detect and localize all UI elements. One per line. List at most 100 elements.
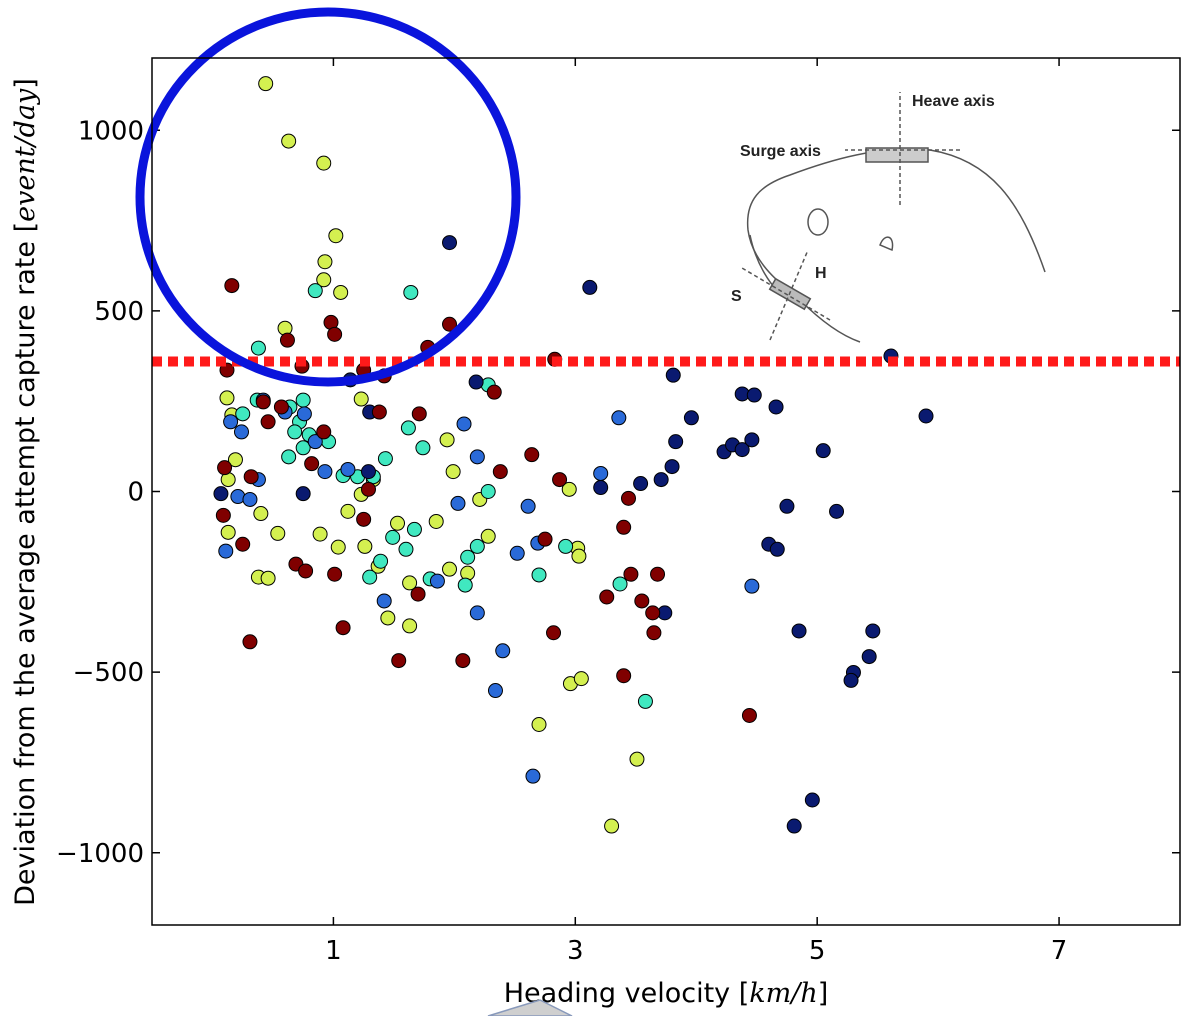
scatter-point — [537, 531, 553, 547]
scatter-point — [455, 653, 471, 669]
scatter-point — [552, 472, 568, 488]
scatter-point — [220, 524, 236, 540]
scatter-point — [442, 316, 458, 332]
y-tick-label: −1000 — [56, 839, 144, 869]
scatter-point — [340, 461, 356, 477]
scatter-point — [509, 545, 525, 561]
scatter-point — [316, 424, 332, 440]
scatter-point — [861, 649, 877, 665]
scatter-point — [520, 498, 536, 514]
scatter-point — [646, 625, 662, 641]
x-axis-label: Heading velocity [km/h] — [504, 978, 829, 1009]
scatter-point — [400, 420, 416, 436]
scatter-point — [480, 484, 496, 499]
scatter-point — [561, 481, 577, 497]
scatter-point — [804, 792, 820, 808]
scatter-point — [744, 432, 760, 448]
scatter-point — [411, 406, 427, 422]
scatter-point — [333, 284, 349, 300]
scatter-point — [227, 452, 243, 468]
scatter-point — [235, 536, 251, 552]
scatter-point — [242, 634, 258, 650]
scatter-point — [330, 539, 346, 555]
inset-label: Heave axis — [912, 93, 995, 110]
scatter-point — [439, 432, 455, 448]
y-tick-label: 0 — [127, 478, 144, 508]
scatter-point — [235, 406, 251, 422]
scatter-point — [385, 529, 401, 545]
scatter-point — [250, 340, 266, 356]
scatter-point — [281, 449, 297, 465]
scatter-point — [653, 472, 669, 488]
scatter-point — [362, 569, 378, 585]
scatter-point — [633, 476, 649, 492]
scatter-point — [457, 577, 473, 593]
x-tick-label: 1 — [325, 936, 342, 966]
scatter-point — [357, 538, 373, 554]
scatter-point — [918, 408, 934, 424]
scatter-point — [316, 155, 332, 171]
scatter-point — [295, 486, 311, 502]
inset-label: Surge axis — [740, 143, 821, 160]
scatter-point — [486, 384, 502, 400]
scatter-point — [492, 464, 508, 480]
scatter-point — [217, 460, 233, 476]
x-label-part: km/h — [749, 978, 817, 1009]
scatter-point — [224, 278, 240, 294]
scatter-point — [223, 414, 239, 430]
scatter-point — [312, 526, 328, 542]
scatter-point — [450, 495, 466, 511]
scatter-point — [621, 490, 637, 506]
scatter-point — [317, 254, 333, 270]
scatter-point — [469, 605, 485, 621]
scatter-point — [456, 416, 472, 432]
scatter-point — [429, 573, 445, 589]
scatter-point — [356, 511, 372, 527]
scatter-point — [260, 414, 276, 430]
scatter-point — [571, 548, 587, 564]
scatter-point — [287, 424, 303, 440]
scatter-point — [298, 563, 314, 579]
scatter-point — [307, 283, 323, 299]
scatter-point — [665, 367, 681, 383]
y-label-part: ] — [10, 78, 41, 89]
scatter-point — [629, 751, 645, 767]
scatter-point — [340, 503, 356, 519]
scatter-point — [406, 521, 422, 537]
scatter-point — [242, 491, 258, 507]
scatter-point — [219, 390, 235, 406]
scatter-point — [258, 76, 274, 92]
scatter-point — [469, 449, 485, 465]
scatter-point — [815, 443, 831, 459]
scatter-point — [645, 605, 661, 621]
scatter-point — [273, 399, 289, 415]
y-axis-label: Deviation from the average attempt captu… — [10, 78, 41, 906]
scatter-point — [524, 447, 540, 463]
scatter-point — [307, 434, 323, 450]
x-tick-label: 7 — [1051, 936, 1068, 966]
scatter-point — [390, 515, 406, 531]
scatter-point — [829, 503, 845, 519]
scatter-point — [233, 424, 249, 440]
scatter-point — [360, 481, 376, 497]
scatter-point — [327, 566, 343, 582]
scatter-point — [769, 541, 785, 557]
scatter-point — [402, 618, 418, 634]
scatter-point — [604, 818, 620, 834]
inset-label: H — [815, 265, 827, 282]
scatter-point — [734, 442, 750, 458]
scatter-point — [270, 525, 286, 541]
scatter-point — [469, 538, 485, 554]
scatter-point — [377, 451, 393, 467]
scatter-point — [316, 272, 332, 288]
scatter-point — [328, 228, 344, 244]
scatter-point — [843, 672, 859, 688]
scatter-point — [786, 818, 802, 834]
scatter-point — [616, 668, 632, 684]
scatter-point — [215, 507, 231, 523]
scatter-point — [304, 456, 320, 472]
scatter-point — [495, 643, 511, 659]
x-tick-label: 5 — [809, 936, 826, 966]
cursor-shape — [487, 999, 573, 1016]
